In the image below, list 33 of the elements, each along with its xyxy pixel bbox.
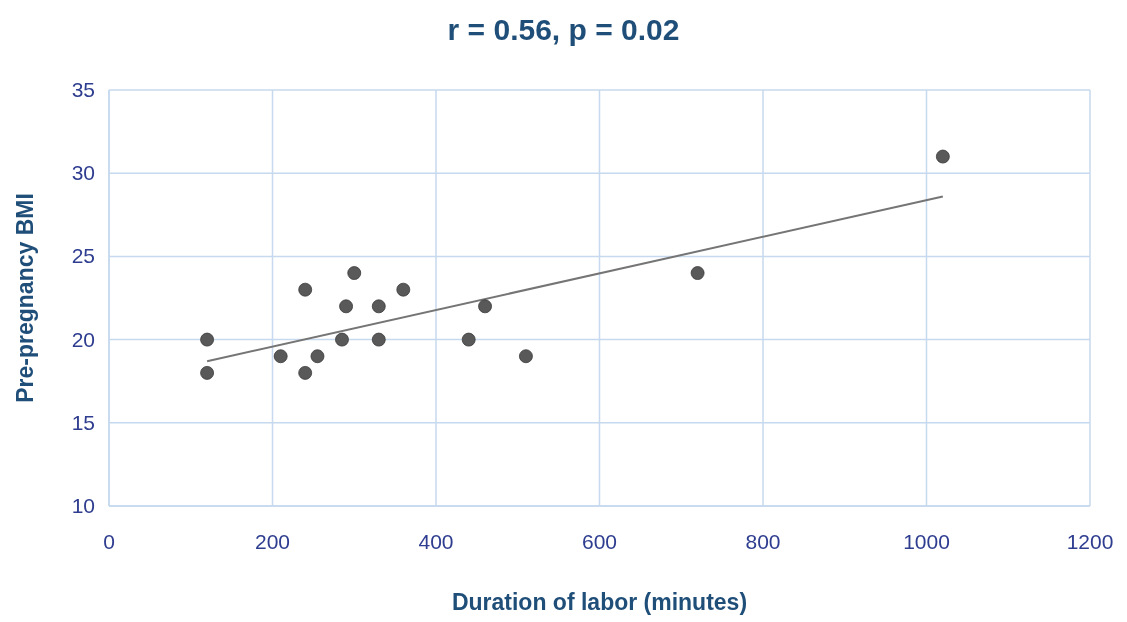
point: [335, 332, 349, 347]
y-tick-label: 15: [71, 410, 95, 434]
y-tick-label: 35: [71, 78, 95, 101]
point: [310, 349, 325, 364]
point: [347, 266, 362, 280]
point: [461, 332, 476, 347]
x-tick-label: 400: [418, 530, 454, 553]
x-tick-label: 200: [254, 530, 291, 553]
y-axis-title: Pre-pregnancy BMI: [12, 193, 38, 403]
point: [690, 266, 705, 280]
point: [273, 349, 288, 364]
x-tick-label: 0: [103, 530, 115, 553]
point: [200, 365, 214, 380]
point: [396, 282, 411, 297]
point: [371, 332, 386, 347]
x-tick-label: 1200: [1066, 530, 1114, 553]
y-tick-label: 30: [71, 161, 95, 185]
point: [371, 299, 386, 314]
point: [519, 349, 533, 364]
y-tick-label: 20: [71, 327, 95, 351]
point: [298, 365, 313, 380]
point: [200, 332, 214, 347]
point: [298, 282, 313, 297]
chart-title: r = 0.56, p = 0.02: [447, 13, 680, 46]
point: [339, 299, 353, 314]
point: [935, 149, 950, 164]
y-tick-label: 10: [71, 494, 95, 517]
x-axis-title: Duration of labor (minutes): [451, 589, 748, 615]
x-tick-label: 1000: [903, 530, 950, 553]
y-tick-label: 25: [71, 244, 95, 268]
x-tick-label: 800: [745, 530, 781, 553]
x-tick-label: 600: [581, 530, 618, 553]
point: [478, 299, 492, 314]
